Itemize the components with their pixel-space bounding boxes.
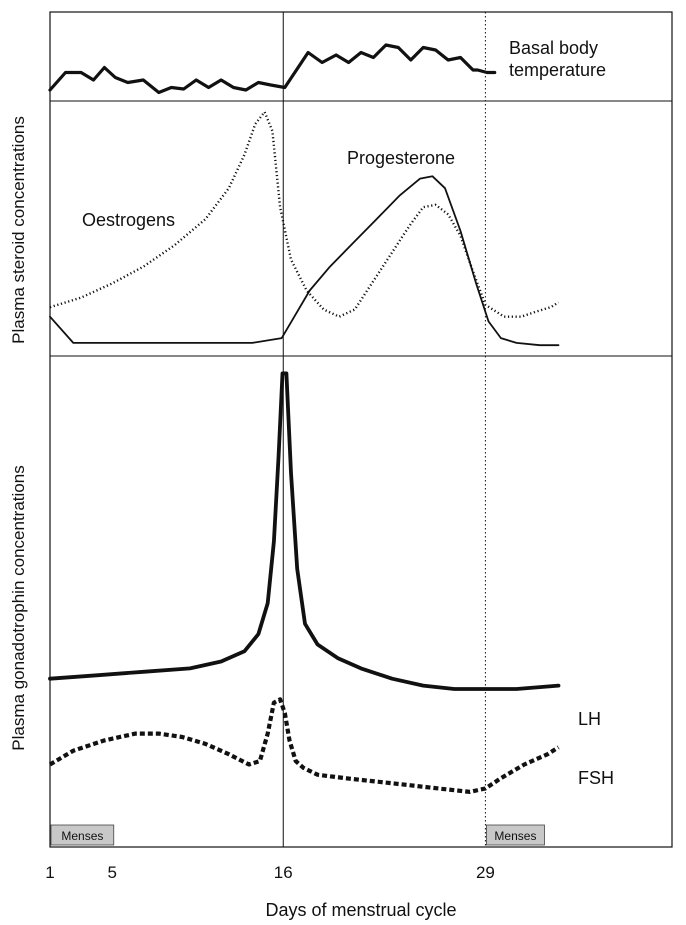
x-tick-label-16: 16 [274,863,293,882]
series-fsh-line [48,697,560,795]
series-oestrogens-line [49,110,560,318]
series-label-fsh: FSH [578,768,614,788]
series-label-progesterone: Progesterone [347,148,455,168]
menses-box-1 [50,824,115,846]
x-axis-label: Days of menstrual cycle [265,900,456,920]
menses-label-2: Menses [494,829,536,843]
menses-label-1: Menses [61,829,103,843]
y-axis-label-gonadotrophin: Plasma gonadotrophin concentrations [9,465,28,750]
series-label-lh: LH [578,709,601,729]
x-tick-label-29: 29 [476,863,495,882]
plot-frame [49,11,673,848]
x-tick-label-5: 5 [107,863,116,882]
series-progesterone-line [49,175,560,347]
series-basal-body-temperature-line [48,43,497,95]
series-label-oestrogens: Oestrogens [82,210,175,230]
series-lh-line [48,371,561,691]
x-tick-label-1: 1 [45,863,54,882]
y-axis-label-steroid: Plasma steroid concentrations [9,116,28,344]
series-label-basal-body-temperature: Basal body temperature [509,38,606,80]
menses-box-2 [485,824,545,846]
